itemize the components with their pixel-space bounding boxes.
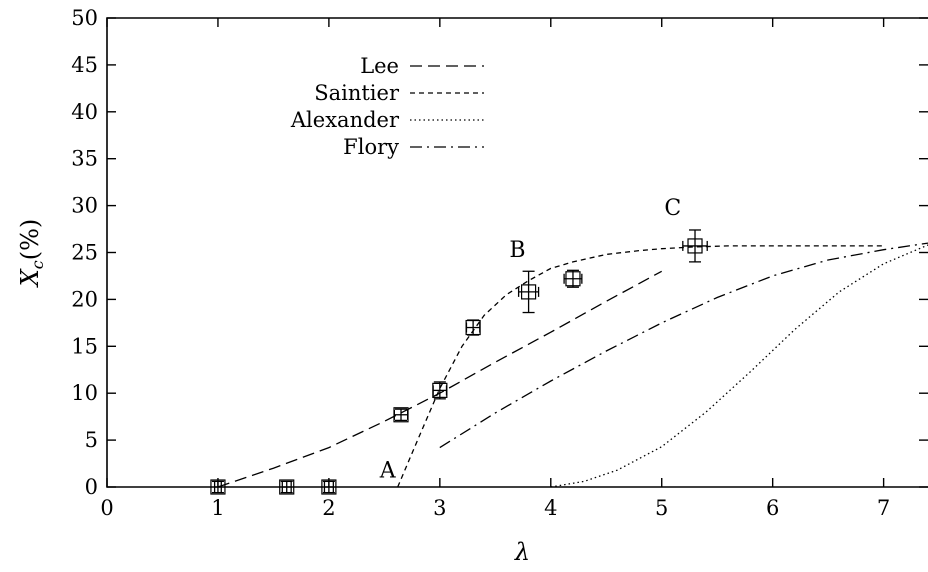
annotation-c: C <box>664 196 681 221</box>
data-point-box <box>279 479 295 495</box>
data-point-box <box>565 271 581 287</box>
x-axis-title: λ <box>514 538 530 566</box>
series-line-lee <box>217 270 663 488</box>
y-tick-label: 50 <box>71 6 98 30</box>
data-point-box <box>432 382 448 398</box>
y-tick-label: 35 <box>71 147 98 171</box>
series-line-alexander <box>550 244 928 488</box>
y-tick-label: 30 <box>71 194 98 218</box>
y-tick-label: 5 <box>85 428 98 452</box>
series-line-saintier <box>397 245 884 488</box>
data-point-box <box>210 479 226 495</box>
x-tick-label: 7 <box>877 496 890 520</box>
data-point-box <box>321 479 337 495</box>
legend-label-lee: Lee <box>360 54 399 78</box>
data-point-box <box>520 284 537 300</box>
y-tick-label: 25 <box>71 241 98 265</box>
data-point-box <box>465 319 481 336</box>
x-tick-label: 1 <box>211 496 224 520</box>
y-tick-label: 15 <box>71 334 98 358</box>
x-tick-label: 4 <box>544 496 557 520</box>
legend-label-alexander: Alexander <box>290 108 400 132</box>
legend-label-saintier: Saintier <box>314 81 400 105</box>
y-tick-label: 40 <box>71 100 98 124</box>
y-tick-label: 10 <box>71 381 98 405</box>
x-tick-label: 0 <box>100 496 113 520</box>
legend-label-flory: Flory <box>343 135 399 159</box>
annotation-a: A <box>379 459 397 484</box>
y-tick-label: 45 <box>71 53 98 77</box>
y-tick-label: 20 <box>71 287 98 311</box>
x-tick-label: 2 <box>322 496 335 520</box>
x-tick-label: 6 <box>766 496 779 520</box>
y-tick-label: 0 <box>85 475 98 499</box>
data-point-box <box>393 407 409 423</box>
y-axis-title: Xc(%) <box>16 219 47 289</box>
annotation-b: B <box>509 238 525 263</box>
data-point-box <box>687 238 703 254</box>
x-tick-label: 5 <box>655 496 668 520</box>
series-line-flory <box>439 242 928 449</box>
x-tick-label: 3 <box>433 496 446 520</box>
